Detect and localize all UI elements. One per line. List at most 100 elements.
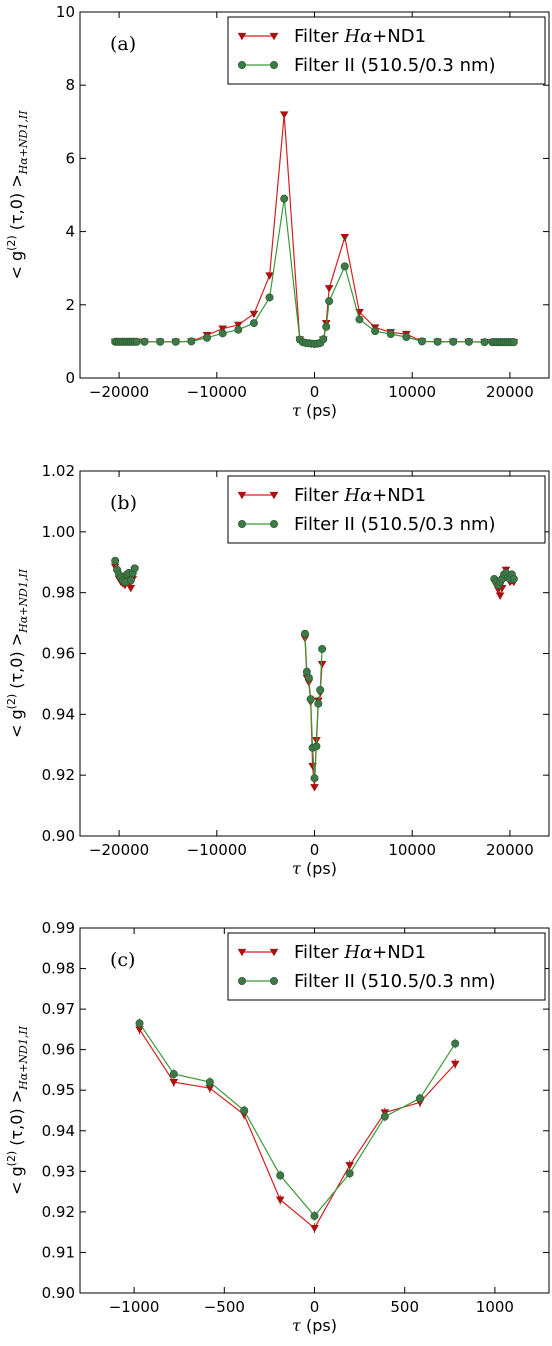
panel-a-series-filter-ii-point bbox=[218, 329, 227, 338]
panel-c-x-tick-label: 500 bbox=[390, 1298, 419, 1316]
panel-a-series-filter-ii-point bbox=[265, 293, 274, 302]
panel-b-series-filter-ii-point bbox=[318, 644, 327, 653]
panel-a: −20000 −10000 0 10000 20000 0 2 4 6 8 10 τ (ps) < g(… bbox=[5, 3, 550, 420]
panel-c-x-tick-label: 0 bbox=[310, 1298, 320, 1316]
panel-a-series-filter-ii-point bbox=[355, 315, 364, 324]
panel-c-legend-entry-h-alpha: Filter Hα+ND1 bbox=[237, 942, 426, 963]
panel-a-y-tick-label: 4 bbox=[65, 223, 75, 241]
panel-a-series-filter-ii-point bbox=[325, 297, 334, 306]
panel-a-x-tick-label: −10000 bbox=[187, 383, 247, 401]
panel-b-y-axis-label: < g(2) (τ,0) >Hα+ND1,II bbox=[5, 568, 30, 738]
panel-b-y-tick-label: 0.90 bbox=[42, 827, 75, 845]
panel-a-legend-entry-h-alpha-marker bbox=[237, 32, 247, 41]
panel-a-series-filter-ii-point bbox=[319, 335, 328, 344]
panel-b-legend-entry-h-alpha-marker bbox=[269, 491, 279, 500]
panel-c-y-tick-label: 0.96 bbox=[42, 1041, 75, 1059]
panel-a-series-filter-ii-point bbox=[509, 338, 518, 347]
panel-a-series-filter-ii-point bbox=[171, 337, 180, 346]
panel-a-series-h-alpha-point bbox=[265, 272, 274, 280]
panel-a-series-filter-ii-point bbox=[322, 322, 331, 331]
panel-b-series-h-alpha-point bbox=[126, 584, 136, 593]
panel-c-series-h-alpha-point bbox=[169, 1078, 179, 1087]
panel-c-series-filter-ii-point bbox=[240, 1106, 249, 1115]
panel-a-legend-entry-filter-ii-marker bbox=[269, 61, 278, 70]
panel-c-legend-entry-h-alpha-marker bbox=[237, 948, 247, 957]
panel-a-x-tick-label: −20000 bbox=[89, 383, 149, 401]
panel-b-series-h-alpha-point bbox=[495, 592, 505, 600]
panel-a-y-tick-label: 10 bbox=[56, 3, 75, 21]
panel-c-x-tick-label: −1000 bbox=[109, 1298, 160, 1316]
panel-a-legend-entry-h-alpha: Filter Hα+ND1 bbox=[237, 26, 426, 47]
panel-a-series-h-alpha-point bbox=[233, 321, 243, 330]
panel-a-x-tick-label: 20000 bbox=[486, 383, 534, 401]
panel-b-series-filter-ii-point bbox=[509, 574, 518, 583]
panel-a-series-filter-ii-point bbox=[249, 319, 258, 328]
panel-c-series-filter-ii-point bbox=[416, 1094, 425, 1103]
panel-b-y-tick-label: 1.00 bbox=[42, 523, 75, 541]
panel-c-series-filter-ii-point bbox=[380, 1112, 389, 1121]
panel-b-panel-label: (b) bbox=[110, 492, 137, 514]
panel-c-legend-entry-h-alpha-marker bbox=[269, 948, 279, 957]
panel-c-legend-entry-h-alpha-label: Filter Hα+ND1 bbox=[294, 942, 426, 963]
panel-c-legend-entry-filter-ii-label: Filter II (510.5/0.3 nm) bbox=[294, 971, 496, 992]
panel-b-x-tick-label: −20000 bbox=[89, 841, 149, 859]
panel-c-series-h-alpha-point bbox=[450, 1060, 460, 1069]
panel-b-x-tick-label: 10000 bbox=[388, 841, 436, 859]
panel-c-series-filter-ii-point bbox=[205, 1078, 214, 1087]
panel-a-y-axis-label: < g(2) (τ,0) >Hα+ND1,II bbox=[5, 110, 30, 280]
panel-a-series-h-alpha-point bbox=[249, 310, 259, 319]
panel-a-series-filter-ii-point bbox=[480, 338, 489, 347]
panel-b-y-tick-label: 0.94 bbox=[42, 705, 75, 723]
panel-a-legend-entry-filter-ii-marker bbox=[237, 61, 246, 70]
panel-a-data bbox=[110, 111, 519, 349]
panel-b-y-tick-label: 0.92 bbox=[42, 766, 75, 784]
panel-a-series-filter-ii-point bbox=[280, 194, 289, 203]
panel-c-y-tick-label: 0.91 bbox=[42, 1243, 75, 1261]
panel-b-y-tick-label: 0.96 bbox=[42, 645, 75, 663]
panel-b-legend-entry-h-alpha-label: Filter Hα+ND1 bbox=[294, 485, 426, 506]
panel-c-y-tick-label: 0.98 bbox=[42, 960, 75, 978]
panel-c-legend-entry-filter-ii: Filter II (510.5/0.3 nm) bbox=[237, 971, 496, 992]
panel-b-series-h-alpha-point bbox=[310, 784, 319, 792]
panel-a-series-h-alpha-point bbox=[279, 111, 289, 119]
panel-a-series-filter-ii-point bbox=[187, 337, 196, 346]
panel-c-series-filter-ii-point bbox=[451, 1039, 460, 1048]
panel-c-panel-label: (c) bbox=[110, 949, 135, 971]
panel-c-series-h-alpha-point bbox=[275, 1196, 285, 1204]
panel-b-series-filter-ii-point bbox=[111, 556, 120, 565]
panel-a-x-tick-label: 0 bbox=[310, 383, 320, 401]
panel-b-legend-entry-filter-ii-marker bbox=[269, 520, 278, 529]
panel-a-series-filter-ii-point bbox=[234, 325, 243, 334]
panel-a-series-filter-ii-point bbox=[433, 337, 442, 346]
panel-a-y-tick-label: 8 bbox=[65, 76, 75, 94]
panel-b-series-filter-ii-point bbox=[316, 686, 325, 695]
panel-a-x-axis-label: τ (ps) bbox=[292, 401, 337, 420]
panel-c-data bbox=[135, 1018, 460, 1233]
panel-a-series-filter-ii-point bbox=[371, 327, 380, 336]
panel-b-x-tick-label: 0 bbox=[310, 841, 320, 859]
panel-a-x-tick-label: 10000 bbox=[388, 383, 436, 401]
panel-a-y-tick-label: 0 bbox=[65, 369, 75, 387]
panel-b-series-filter-ii-point bbox=[306, 695, 315, 704]
panel-a-series-h-alpha-point bbox=[218, 325, 227, 333]
panel-c-x-tick-label: −500 bbox=[204, 1298, 245, 1316]
panel-a-series-filter-ii-point bbox=[449, 337, 458, 346]
panel-b-series-filter-ii-point bbox=[304, 673, 313, 682]
panel-c-y-tick-label: 0.90 bbox=[42, 1284, 75, 1302]
panel-b-x-axis-label: τ (ps) bbox=[292, 859, 337, 878]
panel-c-y-tick-label: 0.93 bbox=[42, 1162, 75, 1180]
panel-a-legend-frame bbox=[227, 16, 546, 85]
panel-a-legend-entry-h-alpha-label: Filter Hα+ND1 bbox=[294, 26, 426, 47]
panel-b-legend-entry-filter-ii-label: Filter II (510.5/0.3 nm) bbox=[294, 514, 496, 535]
panel-b-legend-frame bbox=[227, 475, 546, 544]
panel-b-series-filter-ii-point bbox=[312, 742, 321, 751]
panel-a-series-h-alpha-point bbox=[324, 285, 334, 293]
panel-a-series-h-alpha-point bbox=[340, 233, 350, 242]
panel-c-y-tick-label: 0.95 bbox=[42, 1081, 75, 1099]
panel-c-legend: Filter Hα+ND1 Filter II (510.5/0.3 nm) bbox=[227, 932, 546, 1001]
panel-c-x-tick-label: 1000 bbox=[476, 1298, 514, 1316]
panel-c-y-tick-label: 0.99 bbox=[42, 919, 75, 937]
panel-b-y-tick-label: 1.02 bbox=[42, 462, 75, 480]
panel-c-legend-entry-filter-ii-marker bbox=[269, 977, 278, 986]
